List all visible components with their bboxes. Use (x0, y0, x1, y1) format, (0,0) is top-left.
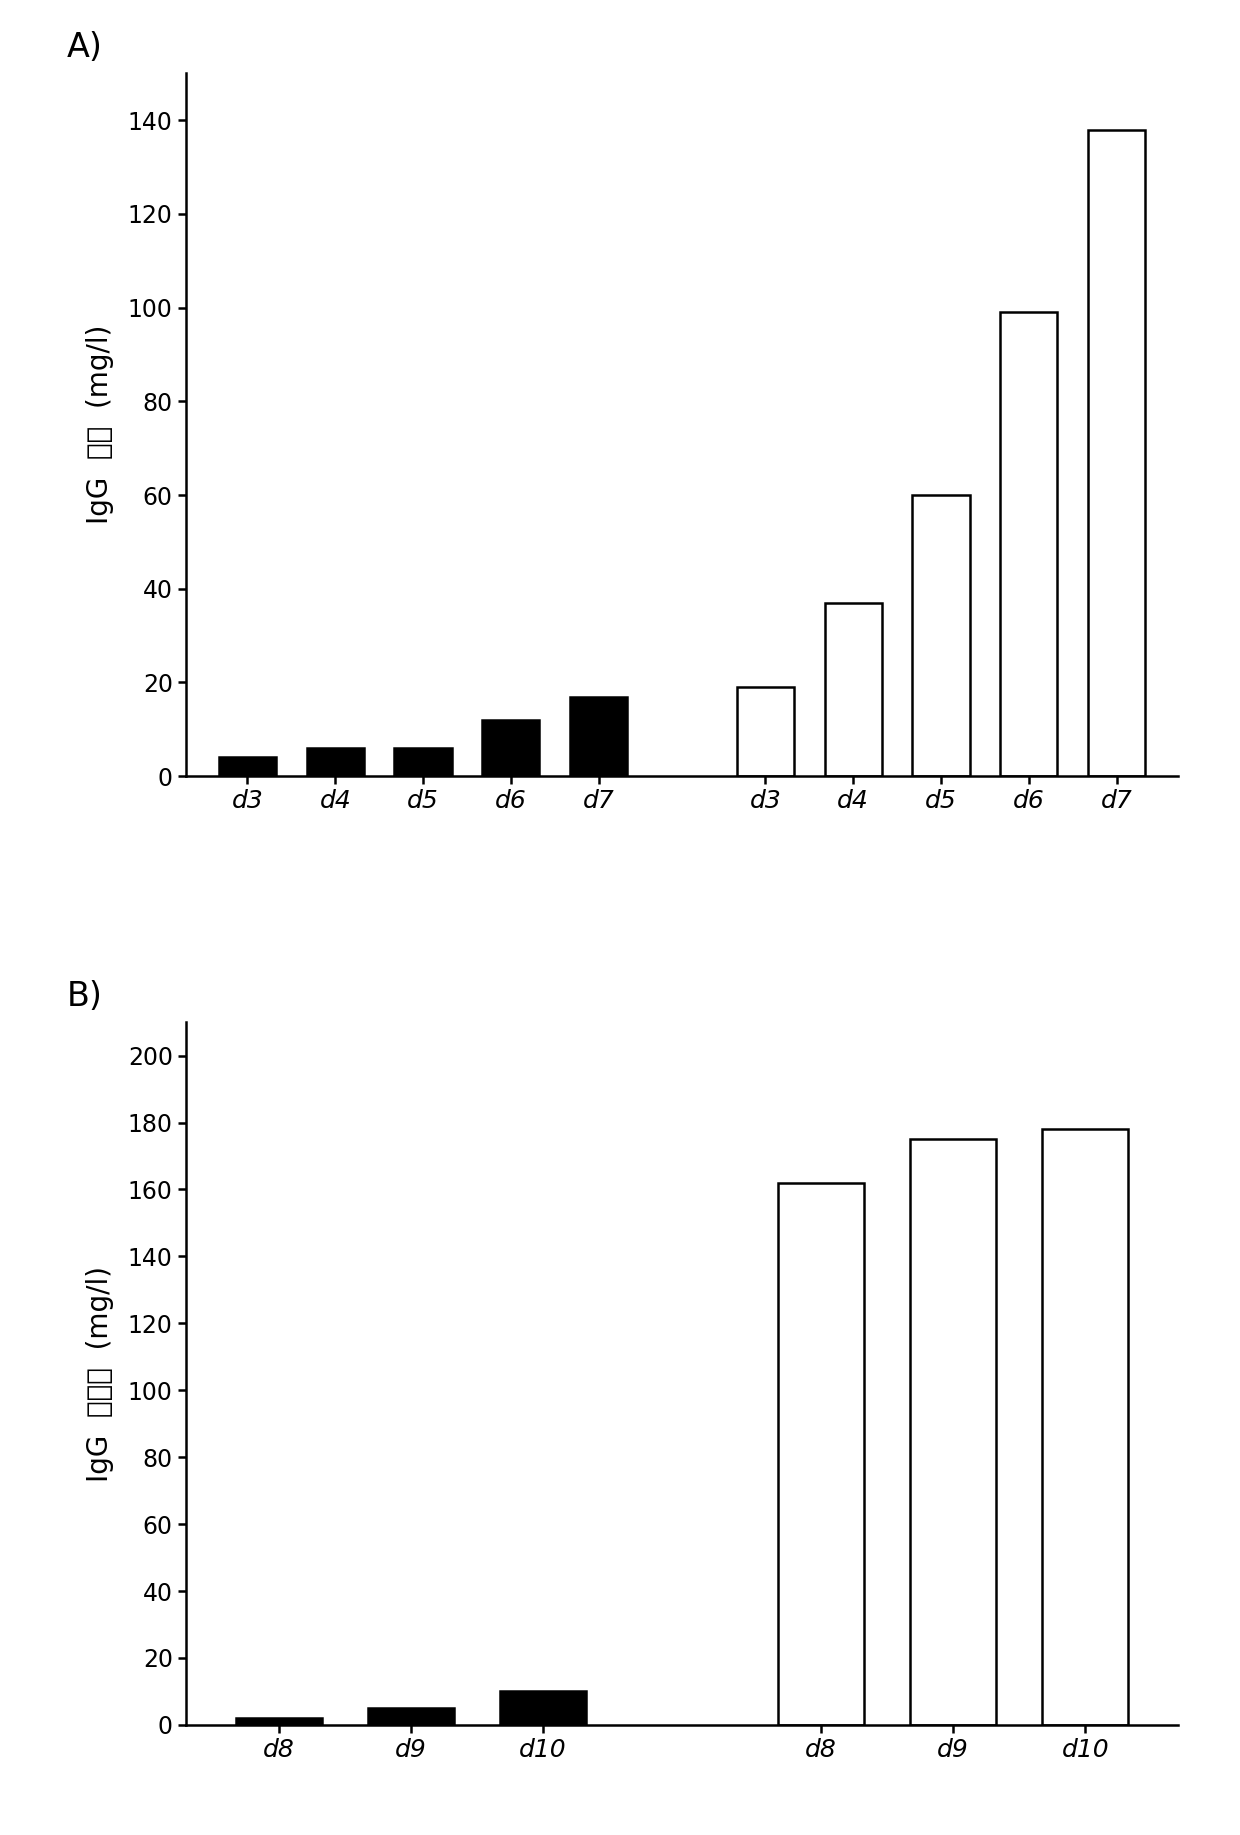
Y-axis label: IgG  浓度．  (mg/l): IgG 浓度． (mg/l) (86, 1266, 114, 1481)
Text: B): B) (67, 980, 103, 1013)
Bar (482, 719, 539, 776)
Y-axis label: IgG  浓度  (mg/l): IgG 浓度 (mg/l) (86, 325, 114, 525)
Bar (1043, 1129, 1128, 1725)
Bar (910, 1140, 996, 1725)
Bar (219, 758, 277, 776)
Bar (236, 1718, 321, 1725)
Bar (394, 749, 451, 776)
Bar (368, 1708, 454, 1725)
Bar (1087, 130, 1145, 776)
Bar (913, 495, 970, 776)
Bar (825, 604, 882, 776)
Text: A): A) (67, 31, 103, 64)
Bar (570, 697, 627, 776)
Bar (737, 686, 794, 776)
Bar (1001, 312, 1058, 776)
Bar (306, 749, 363, 776)
Bar (500, 1692, 587, 1725)
Bar (777, 1184, 864, 1725)
